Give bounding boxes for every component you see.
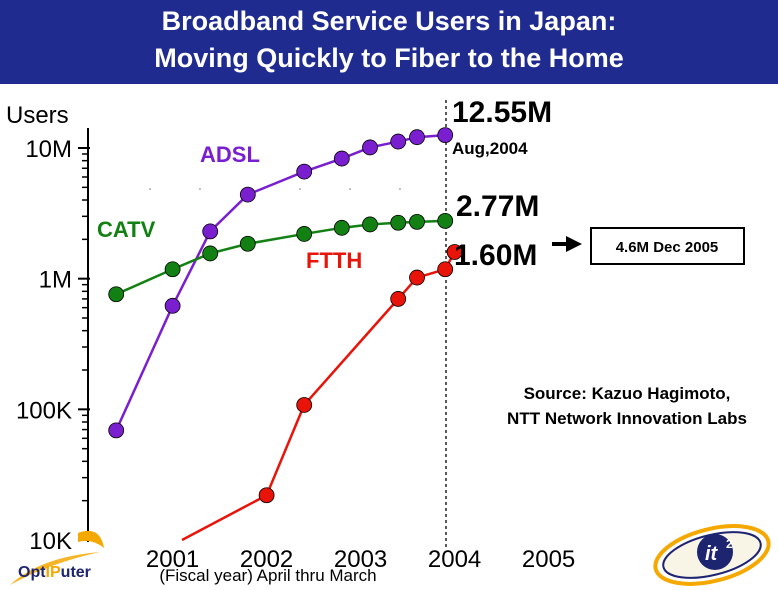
point-ftth (390, 291, 407, 307)
source-line-2: NTT Network Innovation Labs (507, 409, 747, 428)
point-ftth (437, 261, 454, 278)
x-axis-label: (Fiscal year) April thru March (159, 566, 376, 585)
x-tick-label: 2002 (240, 546, 293, 573)
series-line-catv (115, 219, 446, 296)
x-tick-labels: 2001 2002 2003 2004 2005 (146, 546, 575, 573)
y-tick-label: 10K (29, 528, 72, 555)
y-tick-label: 100K (16, 397, 72, 424)
point-catv (437, 212, 454, 229)
axes (87, 100, 447, 548)
point-catv (362, 216, 378, 233)
faint-dot (199, 188, 201, 190)
point-catv (108, 286, 125, 303)
faint-dot (299, 188, 301, 190)
point-catv (333, 219, 350, 236)
logo-text-b: IP (46, 564, 61, 581)
logo-text-a: Opt (18, 564, 46, 581)
point-ftth (296, 397, 313, 413)
logo-superscript: 2 (726, 537, 733, 551)
point-adsl (362, 139, 378, 156)
point-adsl (296, 163, 313, 180)
faint-dot (149, 188, 151, 190)
it2-logo: it 2 (653, 524, 771, 586)
svg-text:OptIPuter: OptIPuter (18, 564, 91, 581)
y-tick-labels: 10K 100K 1M 10M (16, 136, 72, 555)
source-line-1: Source: Kazuo Hagimoto, (524, 384, 731, 403)
x-tick-label: 2005 (522, 546, 575, 573)
title-banner: Broadband Service Users in Japan: Moving… (0, 0, 778, 84)
point-adsl (239, 186, 256, 203)
y-tick-label: 1M (39, 267, 72, 294)
point-adsl (437, 127, 454, 144)
chart-title-line-2: Moving Quickly to Fiber to the Home (154, 43, 624, 73)
forecast-text: 4.6M Dec 2005 (616, 239, 719, 256)
x-tick-label: 2004 (428, 546, 481, 573)
logo-it-text: it (705, 543, 719, 565)
annotation-catv-value: 2.77M (456, 190, 539, 223)
point-catv (202, 245, 219, 262)
y-tick-label: 10M (25, 136, 72, 163)
annotation-date: Aug,2004 (452, 139, 528, 158)
logo-text-c: uter (61, 564, 91, 581)
annotation-ftth-value: 1.60M (454, 239, 537, 272)
point-catv (164, 261, 181, 278)
series-markers (108, 127, 463, 504)
point-adsl (409, 129, 425, 146)
optiputer-logo: OptIPuter (10, 530, 104, 585)
point-adsl (333, 150, 350, 167)
forecast-box (590, 227, 745, 265)
series-label-ftth: FTTH (306, 248, 362, 273)
arrow-icon (552, 236, 582, 252)
series-line-ftth (181, 251, 456, 542)
point-adsl (390, 133, 407, 150)
series-lines (115, 133, 456, 542)
x-tick-label: 2001 (146, 546, 199, 573)
series-line-adsl (115, 133, 446, 431)
annotation-adsl-value: 12.55M (452, 96, 552, 129)
point-catv (390, 214, 407, 231)
series-label-catv: CATV (97, 217, 156, 242)
y-axis-label: Users (6, 102, 69, 129)
series-label-adsl: ADSL (200, 142, 260, 167)
point-ftth (258, 487, 275, 504)
point-ftth (446, 244, 463, 260)
faint-dot (349, 188, 351, 190)
point-adsl (108, 422, 125, 439)
faint-dots (149, 188, 401, 190)
point-catv (409, 213, 425, 230)
faint-dot (399, 188, 401, 190)
point-adsl (164, 297, 181, 314)
x-tick-label: 2003 (334, 546, 387, 573)
chart-title-line-1: Broadband Service Users in Japan: (161, 6, 617, 36)
point-adsl (202, 223, 219, 240)
point-catv (239, 235, 256, 252)
point-catv (296, 226, 313, 242)
point-ftth (409, 269, 425, 286)
